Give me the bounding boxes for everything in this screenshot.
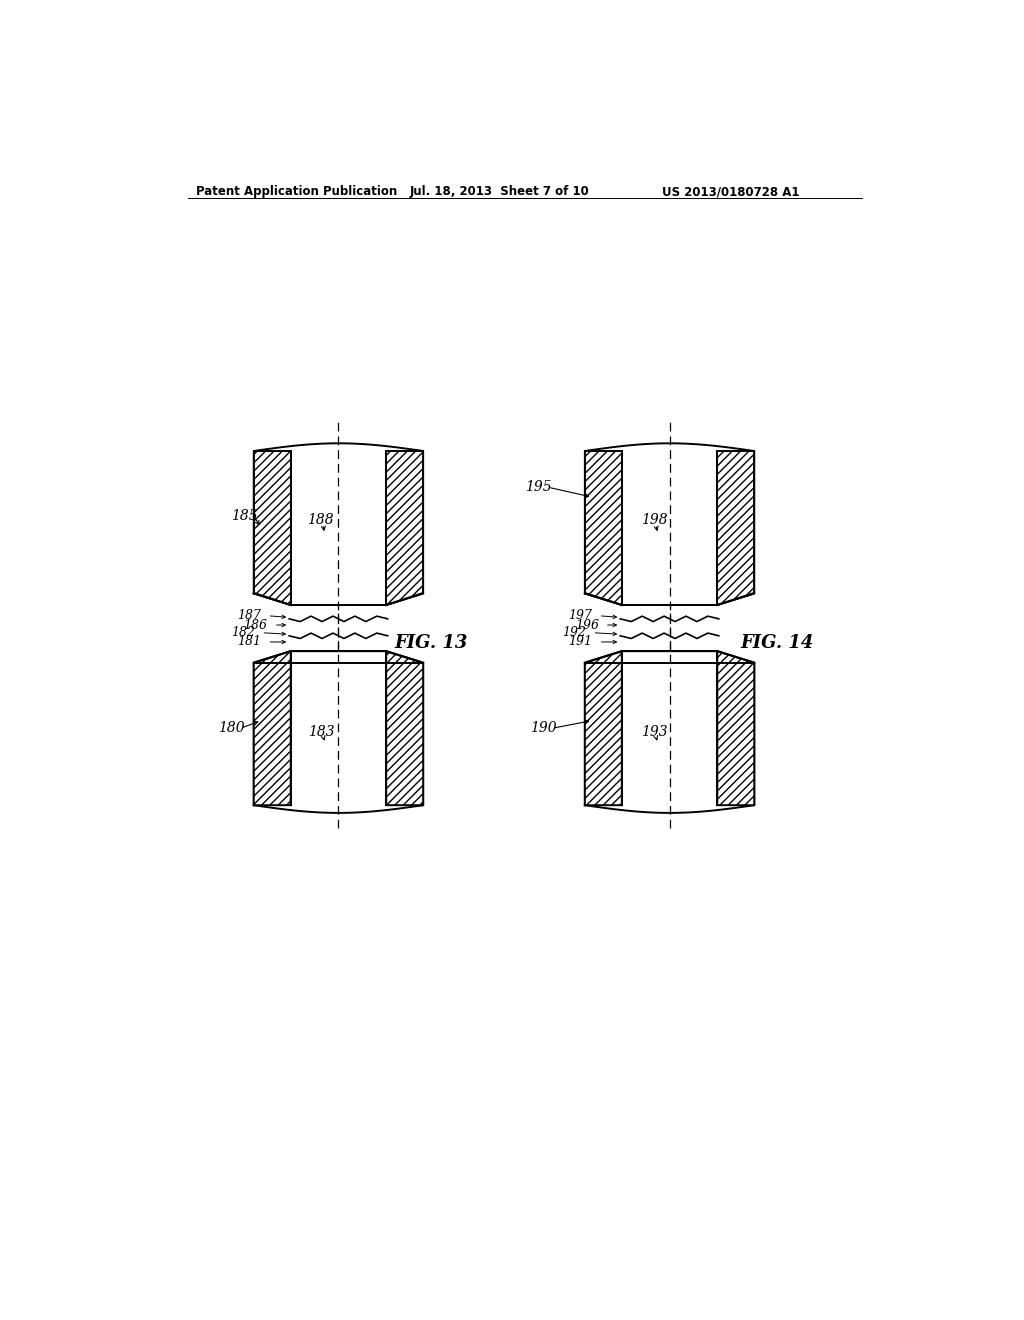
Text: US 2013/0180728 A1: US 2013/0180728 A1 bbox=[662, 185, 800, 198]
Text: 187: 187 bbox=[238, 610, 261, 622]
Text: 196: 196 bbox=[574, 619, 599, 631]
Text: 182: 182 bbox=[231, 626, 255, 639]
Text: 198: 198 bbox=[641, 513, 668, 527]
Text: 181: 181 bbox=[238, 635, 261, 648]
Polygon shape bbox=[254, 651, 423, 813]
Text: 183: 183 bbox=[308, 725, 335, 739]
Text: FIG. 13: FIG. 13 bbox=[394, 635, 468, 652]
Text: 195: 195 bbox=[525, 480, 552, 494]
Text: 192: 192 bbox=[562, 626, 587, 639]
Polygon shape bbox=[585, 451, 622, 605]
Polygon shape bbox=[585, 651, 622, 805]
Polygon shape bbox=[585, 444, 755, 605]
Polygon shape bbox=[386, 451, 423, 605]
Polygon shape bbox=[717, 451, 755, 605]
Text: 193: 193 bbox=[641, 725, 668, 739]
Text: 180: 180 bbox=[218, 721, 245, 735]
Text: Patent Application Publication: Patent Application Publication bbox=[196, 185, 397, 198]
Polygon shape bbox=[254, 651, 291, 805]
Polygon shape bbox=[717, 651, 755, 805]
Text: FIG. 14: FIG. 14 bbox=[740, 635, 814, 652]
Text: Jul. 18, 2013  Sheet 7 of 10: Jul. 18, 2013 Sheet 7 of 10 bbox=[410, 185, 589, 198]
Text: 191: 191 bbox=[568, 635, 593, 648]
Polygon shape bbox=[254, 444, 423, 605]
Polygon shape bbox=[386, 651, 423, 805]
Polygon shape bbox=[585, 651, 755, 813]
Text: 185: 185 bbox=[231, 510, 258, 524]
Text: 190: 190 bbox=[529, 721, 556, 735]
Polygon shape bbox=[254, 451, 291, 605]
Text: 186: 186 bbox=[244, 619, 267, 631]
Text: 197: 197 bbox=[568, 610, 593, 622]
Text: 188: 188 bbox=[307, 513, 334, 527]
